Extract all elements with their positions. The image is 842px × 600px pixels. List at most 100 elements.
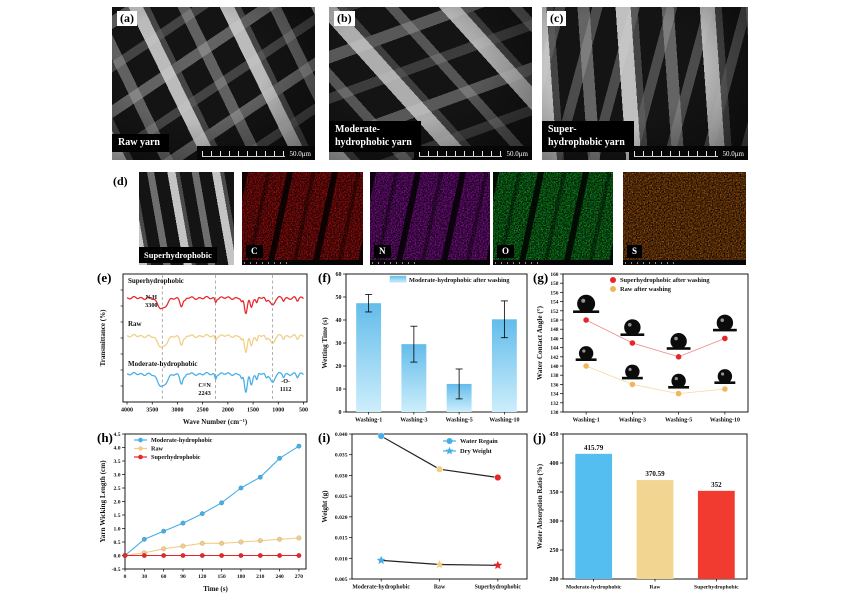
chart-panel-g: (g) 130 132 134 136 138 140 142 144 146 148 150 152… [533, 270, 752, 428]
panel-tag-b: (b) [334, 11, 355, 26]
data-point [257, 552, 263, 559]
x-tick-label: 90 [180, 574, 186, 580]
y-tick-label: 0.0 [114, 554, 121, 560]
bar-Moderate-hydrophobic [575, 453, 613, 579]
eds-map-sulfur: S [623, 172, 746, 265]
y-tick-label: 150 [550, 318, 558, 324]
chart-panel-f: (f) 0 10 20 30 40 50 60 Wetting Time (s) Washing… [318, 270, 532, 428]
y-tick-label: 3.0 [114, 473, 121, 479]
data-point [296, 535, 302, 541]
wetting-time-bar-chart: 0 10 20 30 40 50 60 Wetting Time (s) Washing-1 Wa… [321, 272, 528, 424]
x-tick-label: Washing-5 [445, 418, 472, 424]
y-tick-label: -0.5 [112, 567, 121, 573]
chart-panel-h: (h) -0.5 0.0 0.5 1.0 1.5 2.0 2.5 3.0 3.5 4.0 4.5 Ya… [97, 430, 312, 595]
y-tick-label: 154 [550, 300, 558, 306]
y-tick-label: 0 [339, 410, 342, 416]
panel-tag-j: (j) [533, 430, 546, 445]
panel-tag-a: (a) [117, 11, 137, 26]
sem-caption-c: Super-hydrophobic yarn [542, 121, 634, 152]
eds-info-strip [370, 260, 490, 265]
y-tick-label: 156 [550, 290, 558, 296]
plot-frame [562, 273, 749, 413]
panel-tag-g: (g) [533, 270, 549, 285]
y-tick-label: 0.025 [335, 494, 348, 500]
plot-frame [351, 433, 528, 580]
x-tick-label: 1000 [272, 408, 284, 414]
legend-label: Water Regain [460, 438, 498, 445]
data-point [238, 539, 244, 545]
eds-element-label-o: O [497, 245, 515, 258]
x-tick-label: 240 [275, 574, 284, 580]
y-tick-label: 3.5 [114, 459, 121, 465]
sem-caption-a: Raw yarn [112, 133, 169, 152]
y-tick-label: 450 [550, 432, 559, 438]
panel-tag-d: (d) [110, 174, 131, 189]
data-point [199, 511, 205, 517]
y-tick-label: 0.020 [335, 515, 348, 521]
x-axis-label: Time (s) [203, 585, 228, 593]
y-tick-label: 40 [336, 318, 342, 324]
x-tick-label: Washing-3 [619, 418, 646, 424]
data-point [377, 432, 385, 440]
data-point [296, 443, 302, 449]
y-tick-label: 132 [550, 401, 558, 407]
data-point [161, 552, 167, 559]
y-tick-label: 136 [550, 382, 558, 388]
x-tick-label: 2500 [197, 408, 209, 414]
bar-Washing-1 [356, 303, 382, 412]
x-axis-label: Wave Number (cm⁻¹) [183, 418, 248, 426]
x-tick-label: 180 [237, 574, 246, 580]
y-tick-label: 152 [550, 309, 558, 315]
x-tick-label: Washing-1 [355, 418, 382, 424]
data-point [722, 335, 728, 342]
x-tick-label: Washing-10 [489, 418, 519, 424]
data-point [141, 552, 147, 559]
eds-element-label-c: C [246, 245, 263, 258]
y-tick-label: 0.030 [335, 473, 348, 479]
x-tick-label: 2000 [222, 408, 234, 414]
annotation-text: 3300 [145, 302, 157, 309]
y-tick-label: 0.010 [335, 556, 348, 562]
data-point [277, 536, 283, 542]
data-point [257, 538, 263, 544]
bar-Superhydrophobic [697, 490, 735, 579]
spectrum-Superhydrophobic [126, 295, 304, 315]
y-tick-label: 146 [550, 336, 558, 342]
x-tick-label: 4000 [121, 408, 133, 414]
sem-panel-b: (b) Moderate-hydrophobic yarn 50.0μm [329, 7, 532, 160]
chart-panel-i: (i) 0.005 0.010 0.015 0.020 0.025 0.030 0.035 0… [318, 430, 532, 595]
eds-map-oxygen: O [493, 172, 613, 265]
data-point-star [435, 559, 444, 569]
y-tick-label: 4.0 [114, 446, 121, 452]
y-tick-label: 200 [550, 577, 559, 583]
y-tick-label: 4.5 [114, 432, 121, 438]
chart-panel-j: (j) 200 250 300 350 400 450 Water Absorption R… [533, 430, 752, 595]
legend-label: Dry Weight [460, 448, 493, 455]
data-point [141, 536, 147, 542]
y-axis-label: Water Absorption Ratio (%) [536, 463, 544, 549]
sem-panel-d: Superhydrophobic [139, 172, 234, 265]
panel-tag-h: (h) [97, 430, 113, 445]
data-point [583, 363, 589, 369]
bar-value-label: 415.79 [584, 444, 604, 452]
data-point [199, 552, 205, 559]
y-tick-label: 160 [550, 272, 558, 278]
x-tick-label: Raw [650, 585, 662, 591]
legend-marker [610, 286, 616, 292]
scale-bar-a: 50.0μm [197, 146, 315, 160]
data-point [494, 473, 502, 482]
y-tick-label: 130 [550, 410, 558, 416]
y-tick-label: 350 [550, 490, 559, 496]
absorption-ratio-bar-chart: 200 250 300 350 400 450 Water Absorption Ratio… [536, 432, 748, 591]
eds-info-strip [493, 260, 613, 265]
y-tick-label: 300 [550, 519, 559, 525]
y-axis-label: Yarn Wicking Length (cm) [99, 460, 107, 543]
annotation-text: 1112 [280, 386, 292, 393]
data-point [722, 386, 728, 392]
legend-label: Raw [151, 446, 164, 453]
sem-caption-d: Superhydrophobic [139, 246, 217, 263]
annotation-text: 2243 [198, 390, 210, 397]
data-point [219, 540, 225, 546]
y-tick-label: 1.5 [114, 513, 121, 519]
sem-caption-b: Moderate-hydrophobic yarn [329, 121, 421, 152]
